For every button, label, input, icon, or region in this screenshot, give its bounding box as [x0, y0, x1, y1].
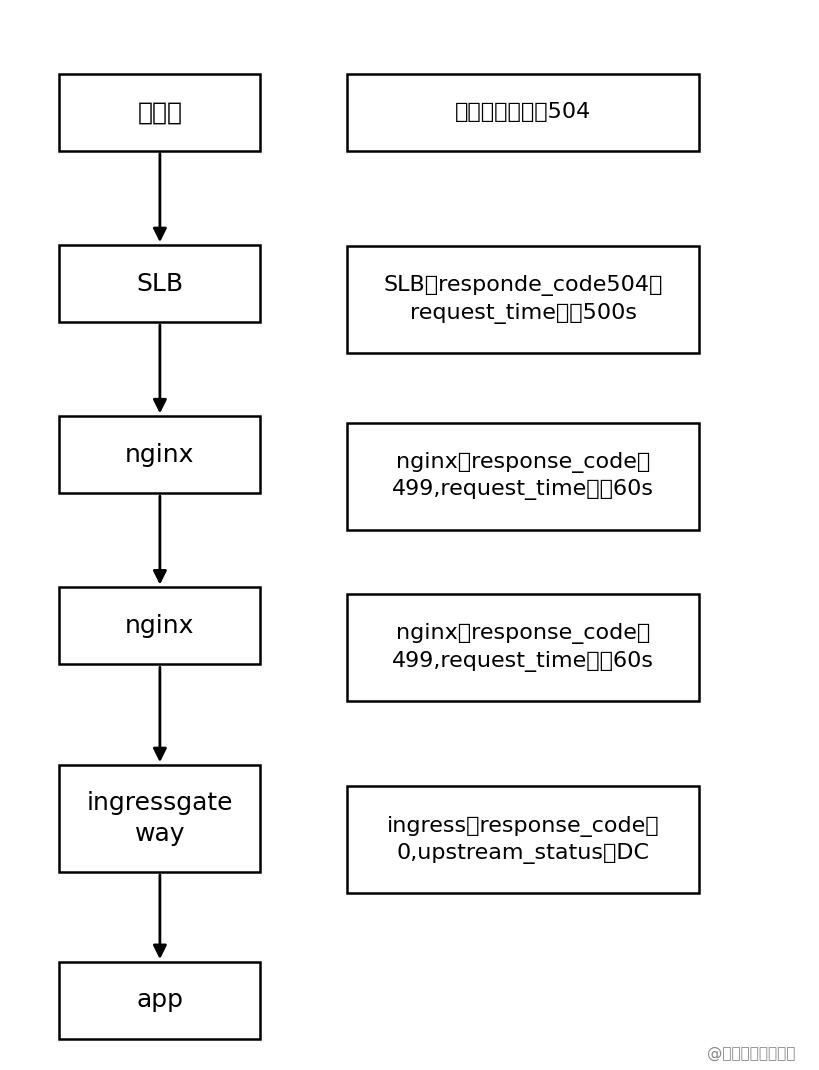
Text: 浏览器: 浏览器: [138, 101, 182, 124]
FancyBboxPatch shape: [346, 423, 699, 530]
FancyBboxPatch shape: [346, 246, 699, 353]
FancyBboxPatch shape: [60, 587, 260, 664]
Text: SLB: SLB: [136, 272, 183, 295]
FancyBboxPatch shape: [346, 594, 699, 701]
Text: nginx: nginx: [125, 443, 194, 467]
FancyBboxPatch shape: [60, 245, 260, 322]
Text: ingressgate
way: ingressgate way: [87, 791, 233, 846]
Text: ingress的response_code为
0,upstream_status为DC: ingress的response_code为 0,upstream_status…: [387, 815, 658, 865]
Text: nginx的response_code为
499,request_time将近60s: nginx的response_code为 499,request_time将近6…: [391, 623, 654, 672]
Text: app: app: [136, 989, 183, 1012]
FancyBboxPatch shape: [60, 765, 260, 872]
FancyBboxPatch shape: [346, 74, 699, 151]
Text: SLB的responde_code504，
request_time将近500s: SLB的responde_code504， request_time将近500s: [383, 275, 662, 324]
Text: nginx: nginx: [125, 614, 194, 638]
Text: nginx的response_code为
499,request_time将近60s: nginx的response_code为 499,request_time将近6…: [391, 452, 654, 501]
FancyBboxPatch shape: [60, 962, 260, 1039]
FancyBboxPatch shape: [60, 74, 260, 151]
Text: 浏览器显示返回504: 浏览器显示返回504: [455, 103, 590, 122]
Text: @稀土掘金技术社区: @稀土掘金技术社区: [706, 1046, 794, 1061]
FancyBboxPatch shape: [346, 786, 699, 893]
FancyBboxPatch shape: [60, 416, 260, 493]
